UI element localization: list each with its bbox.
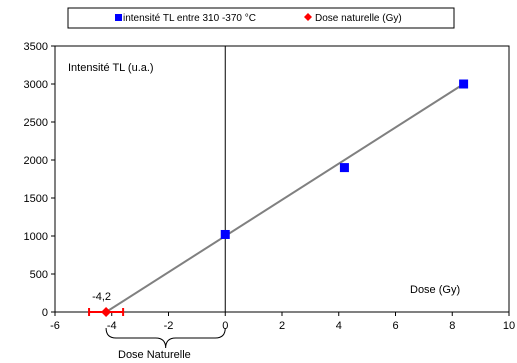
data-points	[88, 79, 469, 317]
y-tick-label: 3500	[24, 41, 48, 53]
x-tick-label: 8	[449, 320, 455, 332]
x-tick-label: -6	[50, 320, 60, 332]
natural-dose-brace-label: Dose Naturelle	[118, 349, 191, 361]
x-axis-title: Dose (Gy)	[410, 284, 460, 296]
plot-area	[54, 45, 510, 313]
y-tick-label: 2500	[24, 117, 48, 129]
data-point-series-1	[339, 163, 349, 173]
y-tick-label: 2000	[24, 155, 48, 167]
legend-label-series-1: intensité TL entre 310 -370 °C	[123, 13, 256, 24]
legend-marker-series-1	[115, 14, 122, 21]
natural-dose-brace	[105, 327, 226, 349]
y-tick-label: 1500	[24, 193, 48, 205]
data-point-series-1	[459, 79, 469, 89]
legend: intensité TL entre 310 -370 °C Dose natu…	[67, 7, 455, 29]
y-tick-label: 0	[42, 307, 48, 319]
x-tick-label: 0	[222, 320, 228, 332]
x-tick-label: -4	[107, 320, 117, 332]
x-axis-ticks: -6 -4 -2 0 2 4 6 8 10	[50, 312, 515, 332]
legend-label-series-2: Dose naturelle (Gy)	[315, 13, 402, 24]
data-point-series-1	[220, 229, 230, 239]
natural-dose-value-label: -4,2	[92, 291, 111, 303]
y-axis-ticks: 0 500 1000 1500 2000 2500 3000 3500	[24, 41, 55, 319]
y-axis-title: Intensité TL (u.a.)	[68, 62, 154, 74]
x-tick-label: 4	[336, 320, 342, 332]
legend-box	[67, 7, 455, 29]
data-point-series-2	[101, 307, 112, 317]
y-tick-label: 500	[30, 269, 48, 281]
x-tick-label: 10	[503, 320, 515, 332]
y-tick-label: 1000	[24, 231, 48, 243]
y-tick-label: 3000	[24, 79, 48, 91]
legend-marker-series-2	[304, 13, 312, 21]
x-tick-label: 6	[392, 320, 398, 332]
x-tick-label: 2	[279, 320, 285, 332]
x-tick-label: -2	[164, 320, 174, 332]
regression-line	[105, 83, 465, 313]
